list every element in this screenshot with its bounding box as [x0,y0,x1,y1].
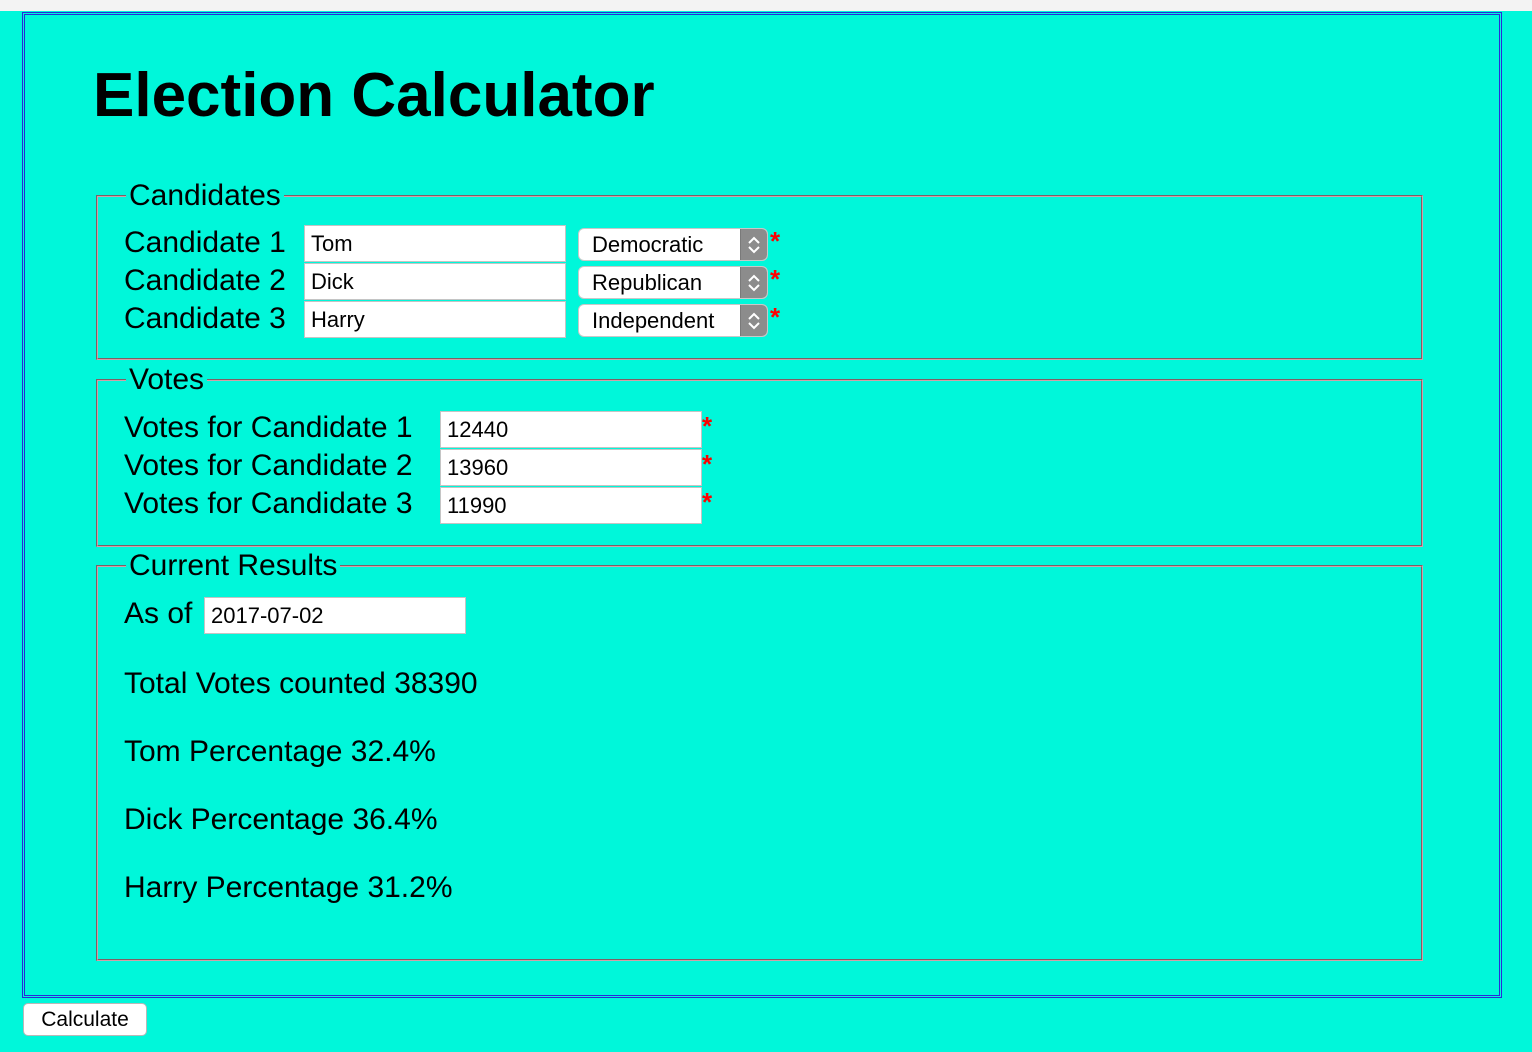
candidate-2-required-marker: * [770,264,781,294]
votes-candidate-3-label: Votes for Candidate 3 [124,487,413,520]
as-of-label: As of [124,597,193,630]
total-votes-text: Total Votes counted 38390 [124,667,478,700]
candidate-2-name-input[interactable] [304,263,566,300]
page-frame [22,12,1502,998]
candidate-1-required-marker: * [770,226,781,256]
page-title: Election Calculator [93,61,655,130]
up-down-chevron-icon [740,267,767,298]
candidate-3-party-select[interactable]: Independent [578,304,768,337]
candidate-3-label: Candidate 3 [124,302,286,335]
candidate-1-party-select[interactable]: Democratic [578,228,768,261]
up-down-chevron-icon [740,229,767,260]
votes-candidate-3-required-marker: * [702,487,713,517]
votes-candidate-3-input[interactable] [440,487,702,524]
votes-fieldset: Votes Votes for Candidate 1 * Votes for … [96,363,1423,547]
candidate-3-party-value: Independent [592,308,715,333]
results-legend: Current Results [126,549,341,583]
candidate-2-label: Candidate 2 [124,264,286,297]
browser-top-strip [0,0,1532,11]
candidate-2-percentage-text: Dick Percentage 36.4% [124,803,438,836]
votes-candidate-1-input[interactable] [440,411,702,448]
votes-candidate-1-required-marker: * [702,411,713,441]
votes-candidate-1-label: Votes for Candidate 1 [124,411,413,444]
candidate-3-name-input[interactable] [304,301,566,338]
candidates-fieldset: Candidates Candidate 1 Democratic * Cand… [96,179,1423,360]
results-fieldset: Current Results As of Total Votes counte… [96,549,1423,961]
candidates-legend: Candidates [126,179,284,213]
candidate-2-party-select[interactable]: Republican [578,266,768,299]
candidate-1-party-value: Democratic [592,232,704,257]
votes-candidate-2-input[interactable] [440,449,702,486]
calculate-button[interactable]: Calculate [23,1003,147,1036]
candidate-3-percentage-text: Harry Percentage 31.2% [124,871,453,904]
as-of-date-input[interactable] [204,597,466,634]
votes-candidate-2-label: Votes for Candidate 2 [124,449,413,482]
candidate-1-percentage-text: Tom Percentage 32.4% [124,735,436,768]
up-down-chevron-icon [740,305,767,336]
candidate-2-party-value: Republican [592,270,703,295]
votes-legend: Votes [126,363,208,397]
candidate-3-required-marker: * [770,302,781,332]
votes-candidate-2-required-marker: * [702,449,713,479]
candidate-1-label: Candidate 1 [124,226,286,259]
candidate-1-name-input[interactable] [304,225,566,262]
